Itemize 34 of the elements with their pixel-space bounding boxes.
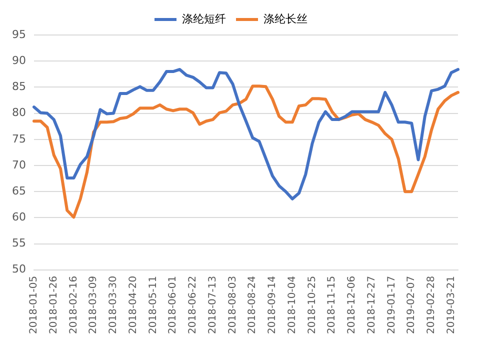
x-tick-label: 2018-10-04 bbox=[286, 276, 298, 334]
y-tick-label: 85 bbox=[12, 80, 26, 94]
y-tick-label: 80 bbox=[12, 106, 26, 120]
x-tick-label: 2018-05-11 bbox=[148, 276, 159, 334]
x-tick-label: 2019-02-07 bbox=[406, 276, 418, 334]
y-tick-label: 60 bbox=[12, 210, 26, 224]
y-tick-label: 65 bbox=[12, 184, 26, 198]
x-tick-label: 2018-12-06 bbox=[346, 276, 358, 334]
x-tick-label: 2019-02-28 bbox=[426, 276, 438, 334]
x-tick-label: 2019-01-17 bbox=[386, 276, 398, 334]
x-tick-label: 2018-12-27 bbox=[366, 276, 378, 334]
y-tick-label: 90 bbox=[12, 54, 26, 67]
x-tick-label: 2018-02-16 bbox=[68, 276, 80, 334]
x-tick-label: 2018-06-01 bbox=[168, 276, 179, 334]
y-tick-label: 95 bbox=[12, 28, 26, 41]
y-tick-label: 70 bbox=[12, 158, 26, 172]
x-tick-label: 2018-01-26 bbox=[48, 276, 60, 334]
x-tick-label: 2018-07-13 bbox=[207, 276, 218, 334]
x-tick-label: 2018-08-03 bbox=[227, 276, 238, 334]
x-tick-label: 2018-10-25 bbox=[306, 276, 318, 334]
x-tick-label: 2018-04-20 bbox=[128, 276, 139, 334]
legend-label: 涤纶短纤 bbox=[182, 12, 226, 26]
x-tick-label: 2018-09-14 bbox=[267, 276, 278, 334]
legend-label: 涤纶长丝 bbox=[264, 12, 308, 26]
x-tick-label: 2018-06-22 bbox=[188, 276, 199, 334]
x-tick-label: 2018-11-15 bbox=[326, 276, 338, 334]
x-tick-label: 2018-03-30 bbox=[108, 276, 120, 334]
x-tick-label: 2018-01-05 bbox=[28, 276, 40, 334]
y-tick-label: 75 bbox=[12, 132, 26, 146]
x-tick-label: 2019-03-21 bbox=[446, 276, 457, 334]
x-tick-label: 2018-08-24 bbox=[247, 276, 258, 334]
y-tick-label: 55 bbox=[12, 236, 26, 250]
y-tick-label: 50 bbox=[12, 262, 26, 276]
x-tick-label: 2018-03-09 bbox=[88, 276, 100, 334]
